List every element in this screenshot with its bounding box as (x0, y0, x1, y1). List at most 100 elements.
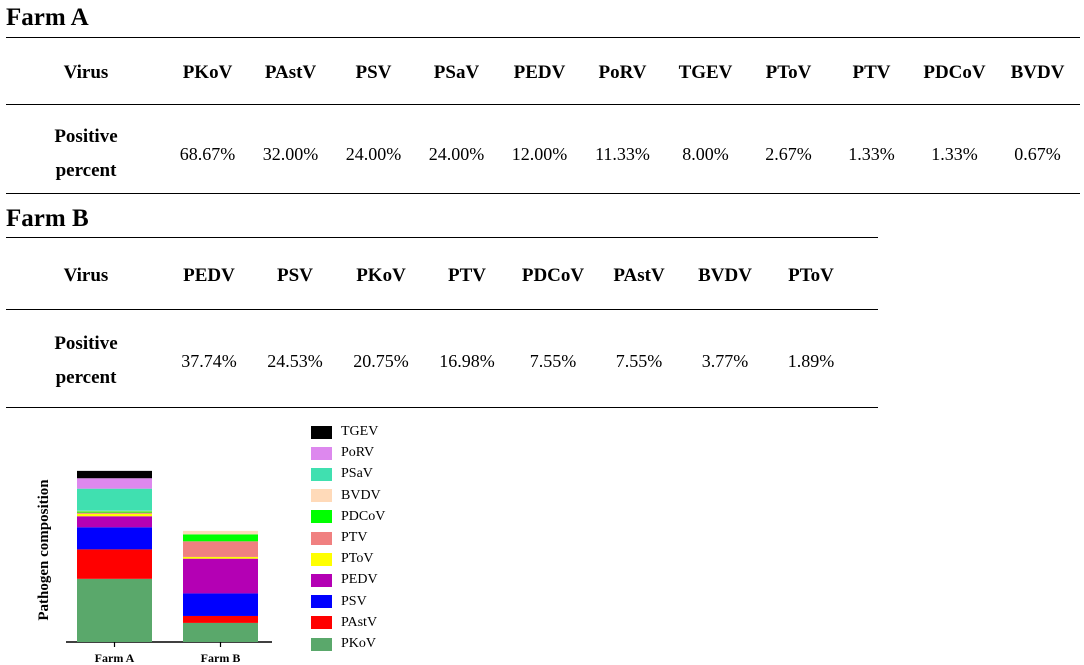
legend-label-psv: PSV (341, 593, 367, 609)
farm-b-percent-0: 37.74% (181, 350, 237, 371)
bar-segment-farm-a-psav (77, 488, 152, 511)
pathogen-composition-chart: Farm A Farm B Pathogen composition (36, 470, 272, 665)
farm-b-virus-header: Virus (63, 265, 109, 286)
x-tick-label-1: Farm B (201, 651, 241, 665)
bar-segment-farm-b-psv (183, 593, 258, 616)
farm-a-percent-0: 68.67% (179, 143, 236, 164)
legend-item-psv: PSV (311, 592, 367, 612)
farm-b-percent-3: 16.98% (439, 350, 495, 371)
legend-label-tgev: TGEV (341, 424, 379, 439)
farm-a-percent-4: 12.00% (511, 143, 568, 164)
legend-item-ptv: PTV (311, 528, 367, 548)
bar-segment-farm-a-pdcov (77, 511, 152, 513)
legend-swatch-bvdv (311, 489, 332, 503)
farm-b-value-row: Positive percent 37.74% 24.53% 20.75% 16.98… (6, 327, 854, 395)
farm-a-virus-4: PEDV (513, 62, 566, 83)
farm-b-top-rule (6, 237, 878, 238)
bar-segment-farm-b-pastv (183, 615, 258, 623)
bar-segment-farm-a-tgev (77, 470, 152, 479)
bar-segment-farm-a-pastv (77, 549, 152, 579)
farm-a-virus-3: PSaV (433, 62, 480, 83)
bar-segment-farm-b-ptov (183, 556, 258, 559)
farm-a-virus-9: PDCoV (923, 62, 986, 83)
farm-a-virus-2: PSV (355, 62, 392, 83)
bar-segment-farm-a-pedv (77, 516, 152, 528)
farm-a-percent-8: 1.33% (848, 143, 895, 164)
bar-segment-farm-a-pkov (77, 578, 152, 642)
bar-segment-farm-b-ptv (183, 541, 258, 557)
legend-item-bvdv: BVDV (311, 486, 381, 506)
farm-b-virus-7: PToV (788, 265, 834, 286)
farm-a-top-rule (6, 37, 1080, 38)
farm-a-virus-8: PTV (852, 62, 891, 83)
legend-item-psav: PSaV (311, 464, 373, 484)
legend-label-pedv: PEDV (341, 572, 378, 588)
legend-swatch-ptv (311, 531, 332, 545)
farm-b-bottom-rule (6, 407, 878, 408)
bar-segment-farm-a-porv (77, 478, 152, 489)
farm-b-virus-3: PTV (448, 265, 486, 286)
farm-a-percent-3: 24.00% (428, 143, 485, 164)
legend-label-ptv: PTV (341, 530, 368, 545)
legend-label-ptov: PToV (341, 551, 374, 567)
farm-a-virus-6: TGEV (678, 62, 733, 83)
legend-swatch-pdcov (311, 510, 332, 524)
farm-b-row-label-line1: Positive (54, 333, 118, 354)
farm-b-row-label: Positive percent (6, 327, 166, 395)
bar-segment-farm-a-ptv (77, 512, 152, 514)
legend-item-pdcov: PDCoV (311, 507, 385, 527)
farm-a-bottom-rule (6, 193, 1080, 194)
farm-a-percent-7: 2.67% (765, 143, 812, 164)
legend-item-pedv: PEDV (311, 570, 378, 590)
farm-b-percent-1: 24.53% (267, 350, 323, 371)
farm-a-row-label: Positive percent (6, 120, 166, 188)
bar-segment-farm-b-pdcov (183, 534, 258, 542)
legend-swatch-pastv (311, 616, 332, 630)
legend-swatch-ptov (311, 552, 332, 566)
farm-b-percent-4: 7.55% (529, 350, 577, 371)
legend-label-psav: PSaV (341, 466, 373, 482)
farm-a-virus-header: Virus (63, 62, 109, 83)
farm-b-mid-rule (6, 309, 878, 310)
farm-a-virus-0: PKoV (182, 62, 233, 83)
farm-a-virus-10: BVDV (1010, 62, 1065, 83)
legend-swatch-porv (311, 446, 332, 460)
farm-b-virus-4: PDCoV (521, 265, 585, 286)
farm-a-header-row: Virus PKoV PAstV PSV PSaV PEDV PoRV TGEV PToV PT… (6, 55, 1079, 91)
bar-segment-farm-b-bvdv (183, 530, 258, 535)
farm-b-percent-5: 7.55% (615, 350, 663, 371)
legend-item-pkov: PKoV (311, 634, 376, 654)
farm-a-virus-5: PoRV (598, 62, 647, 83)
farm-b-percent-2: 20.75% (353, 350, 409, 371)
legend-item-porv: PoRV (311, 443, 374, 463)
farm-a-virus-7: PToV (765, 62, 812, 83)
legend-label-pkov: PKoV (341, 636, 377, 651)
bar-segment-farm-a-psv (77, 527, 152, 550)
bar-segment-farm-b-pkov (183, 622, 258, 642)
farm-b-title: Farm B (6, 205, 89, 232)
farm-a-row-label-line1: Positive (54, 126, 118, 147)
farm-a-percent-9: 1.33% (931, 143, 978, 164)
farm-b-virus-2: PKoV (356, 265, 406, 286)
legend-label-pdcov: PDCoV (341, 508, 386, 524)
farm-b-virus-5: PAstV (613, 265, 665, 286)
farm-b-virus-0: PEDV (183, 265, 235, 286)
legend-swatch-pedv (311, 573, 332, 587)
bar-segment-farm-b-pedv (183, 558, 258, 594)
farm-a-row-label-line2: percent (55, 160, 117, 181)
legend-label-porv: PoRV (341, 445, 375, 461)
farm-a-percent-1: 32.00% (262, 143, 319, 164)
farm-a-percent-2: 24.00% (345, 143, 402, 164)
farm-a-title: Farm A (6, 4, 89, 31)
farm-b-virus-6: BVDV (698, 265, 752, 286)
legend-label-bvdv: BVDV (341, 487, 381, 503)
legend-label-pastv: PAstV (341, 614, 378, 630)
farm-b-header-row: Virus PEDV PSV PKoV PTV PDCoV PAstV BVDV PToV (6, 258, 854, 294)
farm-a-percent-10: 0.67% (1014, 143, 1061, 164)
legend-item-tgev: TGEV (311, 422, 378, 442)
y-axis-label: Pathogen composition (36, 479, 52, 621)
bar-segment-farm-a-bvdv (77, 510, 152, 512)
x-tick-label-0: Farm A (95, 651, 135, 665)
farm-b-row-label-line2: percent (55, 367, 117, 388)
farm-b-virus-1: PSV (277, 265, 313, 286)
